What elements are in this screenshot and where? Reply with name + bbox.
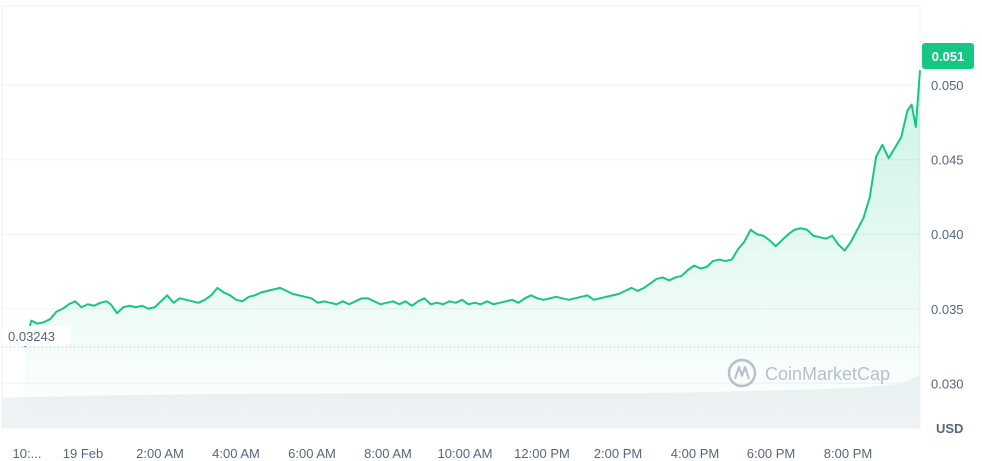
x-tick-label-4: 6:00 AM	[288, 446, 336, 461]
y-tick-label-2: 0.040	[931, 227, 964, 242]
x-tick-label-1: 19 Feb	[63, 446, 103, 461]
volume-bar	[14, 397, 18, 428]
volume-bar	[11, 397, 15, 428]
volume-bar	[2, 397, 6, 428]
coinmarketcap-watermark: CoinMarketCap	[727, 358, 890, 388]
x-tick-label-7: 12:00 PM	[514, 446, 570, 461]
volume-bar	[8, 397, 12, 428]
y-tick-label-3: 0.035	[931, 302, 964, 317]
x-tick-label-9: 4:00 PM	[671, 446, 719, 461]
volume-bar	[17, 397, 21, 428]
x-axis-ticks: 10:... 19 Feb 2:00 AM 4:00 AM 6:00 AM 8:00 AM…	[13, 446, 873, 461]
coinmarketcap-logo-icon	[727, 358, 757, 388]
open-price-label: 0.03243	[8, 329, 55, 344]
x-tick-label-8: 2:00 PM	[594, 446, 642, 461]
x-tick-label-3: 4:00 AM	[212, 446, 260, 461]
x-tick-label-2: 2:00 AM	[136, 446, 184, 461]
price-line	[24, 70, 921, 348]
y-tick-label-4: 0.030	[931, 376, 964, 391]
x-tick-label-11: 8:00 PM	[824, 446, 872, 461]
open-price-marker: 0.03243	[2, 326, 70, 346]
volume-bar	[20, 397, 24, 428]
x-tick-label-10: 6:00 PM	[747, 446, 795, 461]
price-area-fill	[25, 70, 920, 428]
x-tick-label-6: 10:00 AM	[438, 446, 493, 461]
last-price-label: 0.051	[932, 49, 965, 64]
volume-bar	[5, 397, 9, 428]
x-tick-label-5: 8:00 AM	[364, 446, 412, 461]
currency-label: USD	[936, 421, 963, 436]
last-price-badge: 0.051	[922, 43, 974, 69]
y-axis-ticks: 0.050 0.045 0.040 0.035 0.030	[931, 78, 964, 391]
y-tick-label-0: 0.050	[931, 78, 964, 93]
y-tick-label-1: 0.045	[931, 153, 964, 168]
x-tick-label-0: 10:...	[13, 446, 42, 461]
watermark-text: CoinMarketCap	[765, 364, 890, 384]
